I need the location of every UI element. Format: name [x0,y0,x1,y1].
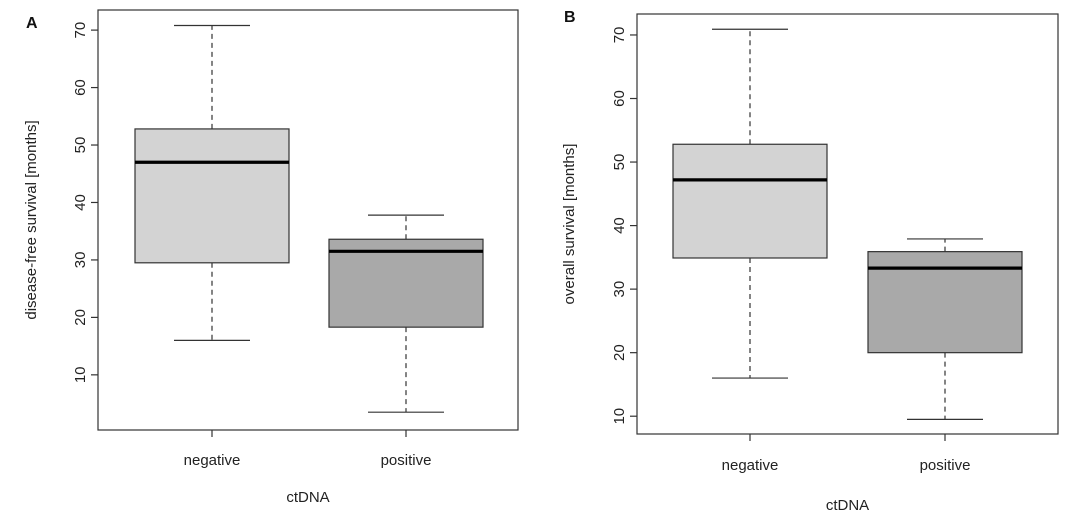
panel-0-category-label-negative: negative [184,452,241,469]
panel-0-y-axis-title: disease-free survival [months] [23,120,40,319]
panel-1-y-axis-title: overall survival [months] [561,144,578,305]
panel-0-positive-box [328,238,484,328]
panel-1-ytick-label-10: 10 [611,408,628,425]
panel-1-negative-box [672,143,828,259]
panel-1-ytick-label-40: 40 [611,217,628,234]
panel-1-category-label-negative: negative [722,457,779,474]
panel-0-ytick-label-70: 70 [72,22,89,39]
panel-0-x-axis-title: ctDNA [286,489,329,506]
panel-0-ytick-label-50: 50 [72,137,89,154]
panel-1-plot-frame [636,13,1059,435]
panel-1-ytick-label-70: 70 [611,27,628,44]
panel-1-category-label-positive: positive [920,457,971,474]
panel-1-letter: B [564,9,576,26]
panel-0-ytick-label-20: 20 [72,309,89,326]
panel-0-ytick-label-60: 60 [72,79,89,96]
panel-0-ytick-label-10: 10 [72,366,89,383]
panel-1-ytick-label-50: 50 [611,154,628,171]
panel-1-ytick-label-30: 30 [611,281,628,298]
panel-1-ytick-label-60: 60 [611,90,628,107]
panel-1-x-axis-title: ctDNA [826,497,869,514]
panel-0-negative-box [134,128,290,264]
panel-1-ytick-label-20: 20 [611,344,628,361]
panel-0-ytick-label-40: 40 [72,194,89,211]
panel-0-plot-frame [97,9,519,431]
panel-0-letter: A [26,15,38,32]
panel-0-ytick-label-30: 30 [72,252,89,269]
panel-0-category-label-positive: positive [381,452,432,469]
